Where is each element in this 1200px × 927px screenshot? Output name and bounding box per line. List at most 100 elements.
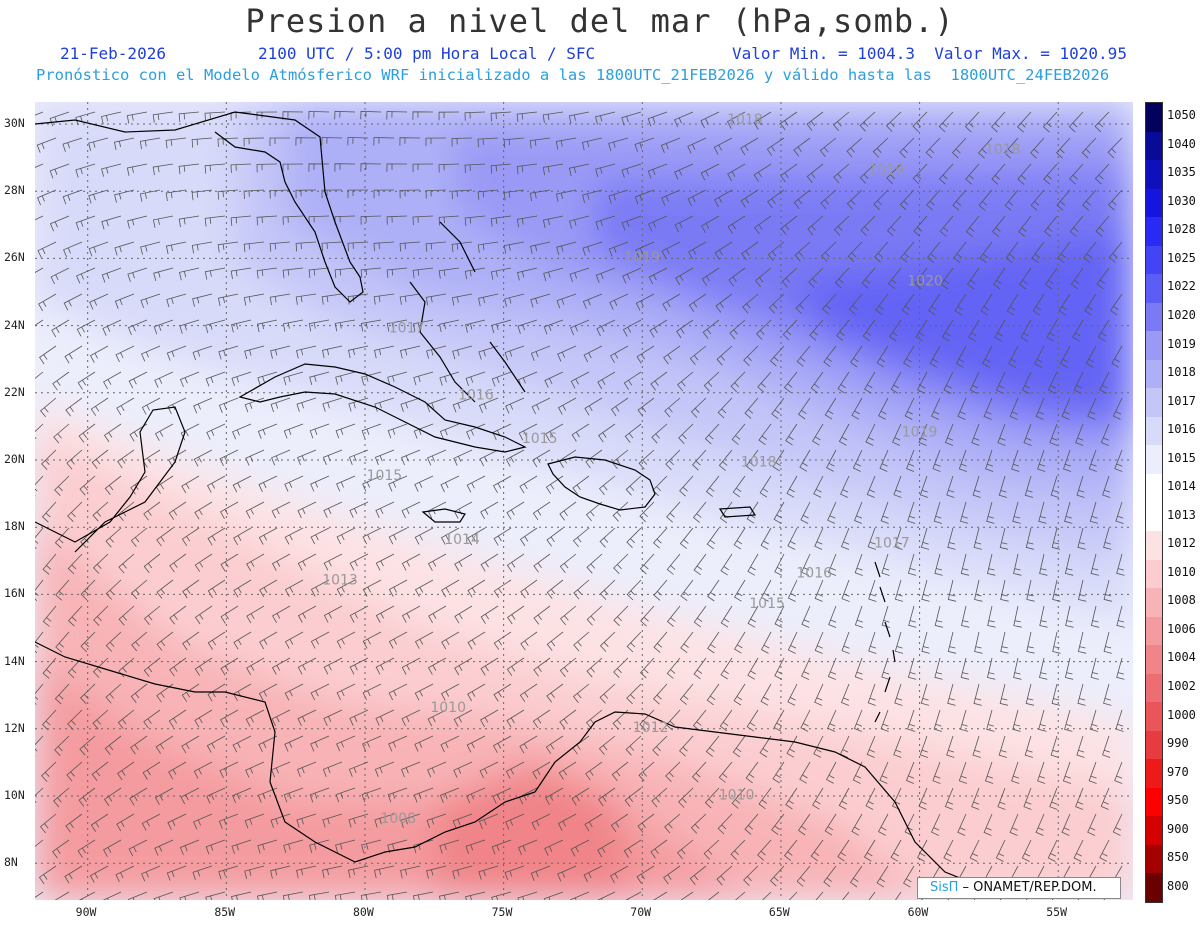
latitude-tick-label: 12N [4,720,25,735]
wind-barb [558,761,577,780]
wind-barb [1087,813,1097,836]
wind-barb [75,111,96,126]
wind-barb [466,735,486,753]
wind-barb [720,553,733,576]
wind-barb [336,735,356,752]
wind-barb [532,501,551,521]
wind-barb [322,449,343,465]
wind-barb [504,293,525,307]
wind-barb [386,891,408,900]
wind-barb [880,501,889,524]
wind-barb [296,865,317,879]
wind-barb [348,761,369,777]
wind-barb [387,371,408,386]
wind-barb [388,631,408,649]
wind-barb [653,527,668,549]
wind-barb [309,839,330,853]
wind-barb [861,267,876,289]
wind-barb [1013,605,1022,628]
wind-barb [572,683,590,704]
wind-barb [425,293,447,306]
wind-barb [231,319,252,333]
wind-barb [426,813,447,829]
wind-barb [217,137,239,148]
wind-barb [783,839,798,861]
wind-barb [219,761,239,779]
wind-barb [780,111,798,131]
wind-barb [168,761,187,780]
wind-barb [610,865,629,883]
wind-barb [639,657,655,679]
wind-barb [868,631,877,654]
wind-barb [707,631,720,654]
wind-barb [504,865,525,881]
wind-barb [191,137,213,148]
wind-barb [841,579,850,602]
longitude-tick-label: 90W [75,905,97,919]
wind-barb [246,605,265,624]
wind-barb [465,891,486,900]
wind-barb [179,319,200,334]
wind-barb [894,683,903,706]
wind-barb [997,423,1006,446]
wind-barb [217,189,239,200]
legend-level-label: 970 [1167,764,1189,779]
wind-barb [308,215,330,225]
wind-barb [54,475,70,496]
wind-barb [1024,735,1034,758]
wind-barb [491,319,512,334]
wind-barb [41,709,57,731]
wind-barb [401,553,421,571]
wind-barb [139,189,161,202]
wind-barb [103,423,122,443]
wind-barb [230,267,252,280]
wind-barb [257,787,278,803]
wind-barb [42,553,57,575]
wind-barb [666,553,681,575]
wind-barb [624,787,642,807]
wind-barb [412,215,434,226]
latitude-tick-label: 18N [4,519,25,534]
wind-barb [822,293,837,315]
wind-barb [773,501,785,524]
wind-barb [759,475,772,498]
wind-barb [181,475,200,494]
isobar-label: 1019 [868,162,904,178]
wind-barb [569,215,590,229]
legend-level-label: 1013 [1167,507,1196,522]
wind-barb [1011,449,1020,472]
wind-barb [413,423,434,439]
wind-barb [744,397,759,419]
wind-barb [347,865,369,879]
wind-barb [334,891,356,900]
wind-barb [1111,345,1123,368]
wind-barb [1023,787,1032,810]
wind-barb [666,709,681,731]
wind-barb [557,813,577,831]
wind-barb [282,163,304,173]
wind-barb [1051,683,1060,706]
wind-barb [954,293,967,316]
wind-barb [806,111,824,131]
wind-barb [310,631,330,649]
wind-barb [906,449,915,472]
legend-swatch [1146,473,1162,503]
wind-barb [868,891,876,900]
wind-barb [772,761,785,784]
longitude-tick-label: 65W [768,905,790,919]
wind-barb [218,345,239,360]
wind-barb [961,605,970,628]
forecast-time: 2100 UTC / 5:00 pm Hora Local / SFC [258,44,596,63]
wind-barb [533,605,551,625]
wind-barb [388,683,408,701]
wind-barb [626,579,642,601]
wind-barb [49,215,70,232]
wind-barb [1078,579,1087,602]
wind-barb [35,215,44,221]
wind-barb [361,839,382,853]
wind-barb [532,709,551,729]
wind-barb [348,397,369,412]
wind-barb [179,371,200,388]
wind-barb [661,241,681,259]
wind-barb [1056,137,1071,159]
